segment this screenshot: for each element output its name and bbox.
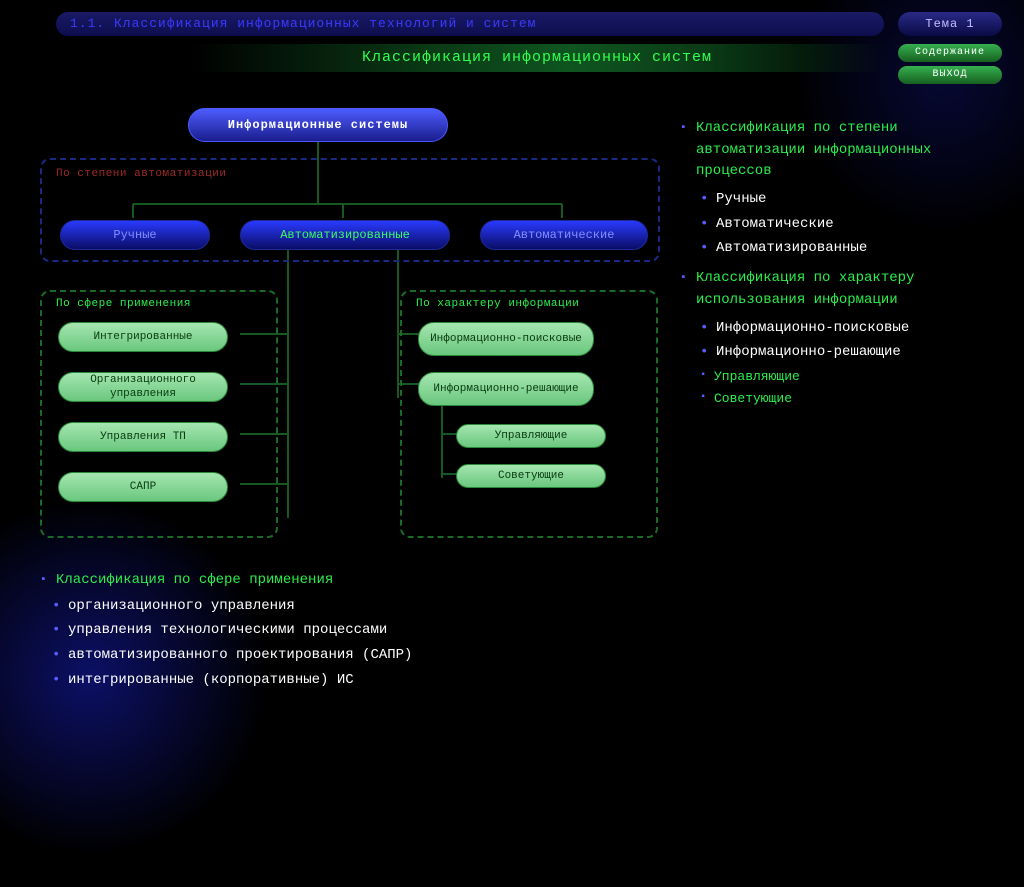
right-node-0: Информационно-поисковые — [418, 322, 594, 356]
theme-badge: Тема 1 — [898, 12, 1002, 36]
nav-contents-button[interactable]: Содержание — [898, 44, 1002, 62]
left-node-3: САПР — [58, 472, 228, 502]
left-sub-title: По сфере применения — [56, 298, 191, 310]
left-node-2: Управления ТП — [58, 422, 228, 452]
nav-exit-button[interactable]: ВЫХОД — [898, 66, 1002, 84]
page-subtitle: Классификация информационных систем — [190, 44, 884, 72]
level1-panel: По степени автоматизации Ручные Автомати… — [40, 158, 660, 262]
right-subnode-0: Управляющие — [456, 424, 606, 448]
level1-node-manual: Ручные — [60, 220, 210, 250]
side-g1-heading: Классификация по характеру использования… — [696, 270, 914, 308]
side-g0-i1: Автоматические — [696, 214, 1010, 236]
left-node-1: Организационного управления — [58, 372, 228, 402]
right-sub-title: По характеру информации — [416, 298, 579, 310]
side-g1-s0: Управляющие — [696, 367, 1010, 387]
bottom-i2: автоматизированного проектирования (САПР… — [40, 645, 680, 667]
left-sub-panel: По сфере применения Интегрированные Орга… — [40, 290, 278, 538]
bottom-i3: интегрированные (корпоративные) ИС — [40, 670, 680, 692]
bottom-heading: Классификация по сфере применения — [40, 570, 680, 592]
level1-title: По степени автоматизации — [56, 168, 226, 180]
side-outline: Классификация по степени автоматизации и… — [680, 118, 1010, 417]
side-g1-i1: Информационно-решающие — [696, 342, 1010, 364]
side-g0-i0: Ручные — [696, 189, 1010, 211]
section-title: 1.1. Классификация информационных технол… — [56, 12, 884, 36]
level1-node-automated: Автоматизированные — [240, 220, 450, 250]
diagram-root: Информационные системы — [188, 108, 448, 142]
side-g1-s1: Советующие — [696, 389, 1010, 409]
side-g0-heading: Классификация по степени автоматизации и… — [696, 120, 931, 179]
right-node-1: Информационно-решающие — [418, 372, 594, 406]
classification-diagram: Информационные системы По степени автома… — [40, 108, 660, 548]
side-g1-i0: Информационно-поисковые — [696, 318, 1010, 340]
right-subnode-1: Советующие — [456, 464, 606, 488]
left-node-0: Интегрированные — [58, 322, 228, 352]
level1-node-automatic: Автоматические — [480, 220, 648, 250]
side-g0-i2: Автоматизированные — [696, 238, 1010, 260]
bottom-i1: управления технологическими процессами — [40, 620, 680, 642]
bottom-i0: организационного управления — [40, 596, 680, 618]
right-sub-panel: По характеру информации Информационно-по… — [400, 290, 658, 538]
bottom-outline: Классификация по сфере применения органи… — [40, 570, 680, 694]
